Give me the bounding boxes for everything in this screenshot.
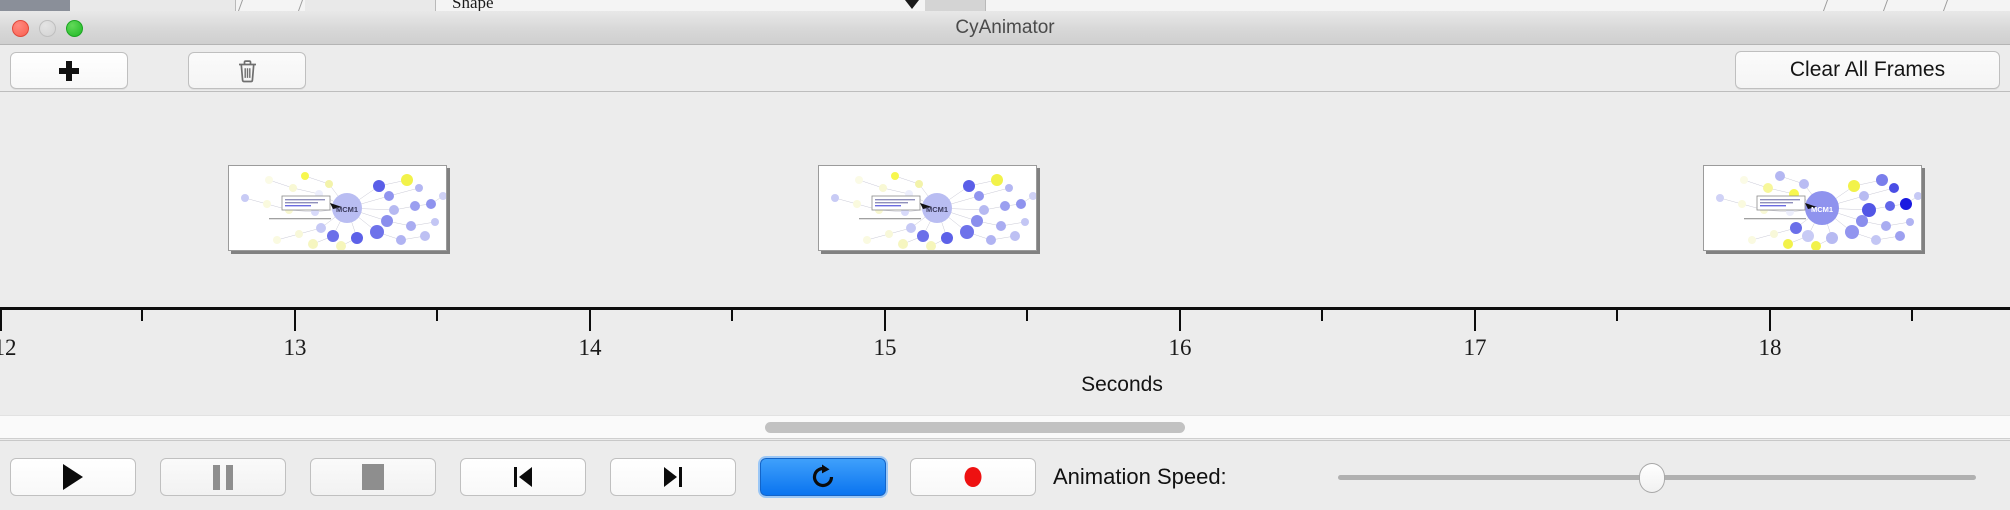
background-app-divider xyxy=(1942,0,1949,11)
timeline-scrollbar[interactable] xyxy=(0,415,2010,439)
axis-tick-minor xyxy=(141,310,143,321)
skip-previous-icon xyxy=(514,467,532,487)
plus-icon xyxy=(59,60,79,81)
svg-text:MCM1: MCM1 xyxy=(926,205,948,214)
maximize-button[interactable] xyxy=(66,20,83,37)
svg-text:MCM1: MCM1 xyxy=(336,205,358,214)
pause-icon xyxy=(213,464,233,490)
list-item[interactable]: MCM1 xyxy=(818,165,1037,251)
background-app-divider xyxy=(297,0,304,11)
skip-next-icon xyxy=(664,467,682,487)
playback-controls-bar: Animation Speed: xyxy=(0,440,2010,510)
clear-all-frames-label: Clear All Frames xyxy=(1789,58,1946,81)
list-item[interactable]: MCM1 xyxy=(1703,165,1922,251)
animation-speed-slider[interactable] xyxy=(1338,463,1976,493)
axis-tick-minor xyxy=(1616,310,1618,321)
window-controls xyxy=(12,20,83,37)
background-app-divider xyxy=(237,0,244,11)
svg-text:MCM1: MCM1 xyxy=(1811,205,1833,214)
axis-tick-major xyxy=(589,310,591,331)
toolbar: Clear All Frames xyxy=(0,45,2010,92)
background-app-divider xyxy=(1882,0,1889,11)
trash-icon xyxy=(238,59,256,82)
axis-tick-label: 13 xyxy=(283,335,307,360)
minimize-button[interactable] xyxy=(39,20,56,37)
list-item[interactable]: MCM1 xyxy=(228,165,447,251)
close-button[interactable] xyxy=(12,20,29,37)
animation-speed-label: Animation Speed: xyxy=(1053,464,1227,489)
axis-tick-minor xyxy=(436,310,438,321)
background-app-tab xyxy=(305,0,436,11)
play-button[interactable] xyxy=(10,458,136,496)
axis-tick-major xyxy=(1769,310,1771,331)
axis-tick-minor xyxy=(731,310,733,321)
axis-tick-major xyxy=(0,310,2,331)
network-thumbnail: MCM1 xyxy=(819,166,1036,250)
timeline-panel[interactable]: MCM1 xyxy=(0,92,2010,415)
clear-all-frames-button[interactable]: Clear All Frames xyxy=(1735,51,2000,89)
record-button[interactable] xyxy=(910,458,1036,496)
network-thumbnail: MCM1 xyxy=(229,166,446,250)
record-circle-icon xyxy=(964,467,982,487)
axis-tick-major xyxy=(1474,310,1476,331)
previous-frame-button[interactable] xyxy=(460,458,586,496)
titlebar: CyAnimator xyxy=(0,11,2010,45)
next-frame-button[interactable] xyxy=(610,458,736,496)
axis-tick-minor xyxy=(1321,310,1323,321)
axis-tick-label: 14 xyxy=(578,335,602,360)
axis-tick-major xyxy=(294,310,296,331)
background-app-label: Shape xyxy=(452,0,494,11)
timeline-axis xyxy=(0,307,2010,310)
axis-tick-minor xyxy=(1911,310,1913,321)
axis-tick-major xyxy=(1179,310,1181,331)
delete-frame-button[interactable] xyxy=(188,52,306,89)
axis-tick-label: 18 xyxy=(1758,335,1782,360)
axis-tick-label: 16 xyxy=(1168,335,1192,360)
background-app-caret-icon xyxy=(905,0,919,9)
loop-button[interactable] xyxy=(760,458,886,496)
timeline-scrollbar-thumb[interactable] xyxy=(765,422,1185,433)
background-app-tab xyxy=(925,0,986,11)
axis-title: Seconds xyxy=(0,373,2010,397)
pause-button[interactable] xyxy=(160,458,286,496)
background-app-tab xyxy=(70,0,186,11)
background-app-tab xyxy=(185,0,236,11)
axis-tick-label: 15 xyxy=(873,335,897,360)
window-title: CyAnimator xyxy=(955,17,1055,38)
play-icon xyxy=(63,464,83,490)
background-app-divider xyxy=(1822,0,1829,11)
add-frame-button[interactable] xyxy=(10,52,128,89)
axis-title-text: Seconds xyxy=(1081,373,1163,396)
axis-tick-major xyxy=(884,310,886,331)
background-app-sidebar xyxy=(0,0,70,11)
axis-tick-minor xyxy=(1026,310,1028,321)
stop-button[interactable] xyxy=(310,458,436,496)
animation-speed-slider-thumb[interactable] xyxy=(1639,463,1665,493)
stop-icon xyxy=(362,464,384,490)
loop-refresh-icon xyxy=(812,464,834,488)
network-thumbnail: MCM1 xyxy=(1704,166,1921,250)
axis-tick-label: 12 xyxy=(0,335,17,360)
axis-tick-label: 17 xyxy=(1463,335,1487,360)
background-app-strip: Shape xyxy=(0,0,2010,11)
